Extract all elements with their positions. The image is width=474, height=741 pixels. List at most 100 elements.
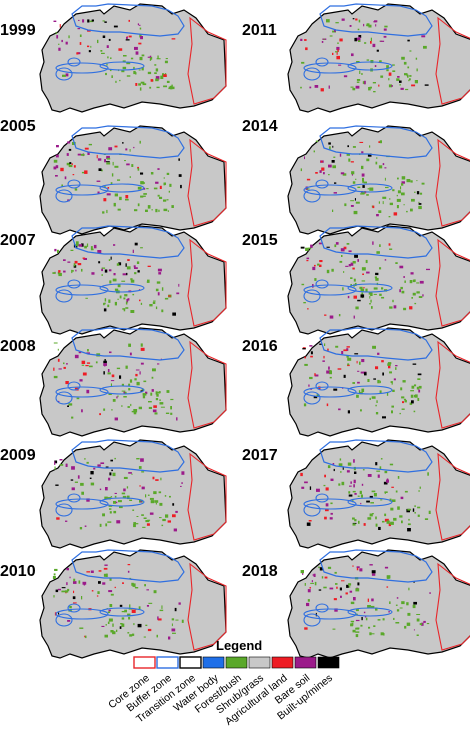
land-cover-patch [397,177,399,180]
land-cover-patch [341,351,344,355]
land-cover-patch [110,256,112,260]
land-cover-patch [143,517,147,519]
land-cover-patch [333,468,335,472]
buffer-zone-outline [67,381,81,391]
land-cover-patch [382,163,385,166]
land-cover-patch [155,398,159,401]
land-cover-patch [149,55,152,57]
land-cover-patch [328,85,330,89]
land-cover-patch [300,38,303,41]
land-cover-patch [146,589,149,591]
land-cover-patch [355,588,360,592]
land-cover-patch [135,83,138,86]
buffer-zone-outline [71,327,185,361]
land-cover-patch [373,287,378,290]
land-cover-patch [111,409,113,411]
land-cover-patch [356,360,358,364]
land-cover-patch [348,250,352,253]
land-cover-patch [56,517,60,520]
land-cover-patch [395,365,398,367]
land-cover-patch [388,78,390,81]
land-cover-patch [380,458,383,460]
buffer-zone-outline [347,497,393,507]
map-panel-2015: 2015 [240,218,470,335]
land-cover-patch [109,69,112,72]
land-cover-patch [119,295,122,299]
land-cover-patch [390,507,394,511]
land-cover-patch [423,620,426,623]
land-cover-patch [331,268,334,272]
land-cover-patch [155,181,159,184]
land-cover-patch [139,371,141,375]
land-cover-patch [369,145,371,148]
legend-swatch [294,656,317,669]
land-cover-patch [90,248,94,251]
land-cover-patch [117,284,121,288]
land-cover-patch [103,198,107,202]
land-cover-patch [81,360,86,364]
land-cover-patch [361,388,365,393]
land-cover-patch [112,472,116,477]
land-cover-patch [427,472,429,476]
land-cover-patch [103,302,105,306]
land-cover-patch [350,161,354,163]
land-cover-patch [360,624,363,627]
map-panel-2007: 2007 [0,218,227,335]
land-cover-patch [113,25,118,28]
land-cover-patch [355,178,357,180]
land-cover-patch [178,283,180,287]
land-cover-patch [133,523,136,528]
land-cover-patch [301,486,305,489]
land-cover-patch [376,214,379,217]
land-cover-patch [175,619,179,621]
land-cover-patch [147,56,151,58]
land-cover-patch [146,605,149,607]
land-cover-patch [390,381,393,383]
land-cover-patch [401,601,405,605]
land-cover-patch [123,55,127,57]
land-cover-patch [334,29,336,32]
land-cover-patch [132,249,134,253]
land-cover-patch [114,145,118,148]
land-cover-patch [101,274,103,276]
land-cover-patch [149,512,154,515]
land-cover-patch [409,280,413,284]
land-cover-patch [327,566,332,569]
land-cover-patch [130,310,135,313]
land-cover-patch [349,25,352,27]
land-cover-patch [383,633,385,636]
land-cover-patch [416,180,418,182]
land-cover-patch [346,584,349,588]
land-cover-patch [359,141,364,143]
land-cover-patch [79,379,83,382]
land-cover-patch [307,599,310,602]
land-cover-patch [342,466,344,470]
land-cover-patch [121,383,124,387]
land-cover-patch [339,38,343,42]
land-cover-patch [303,302,306,304]
land-cover-patch [116,396,118,399]
land-cover-patch [63,366,66,369]
land-cover-patch [350,284,352,286]
land-cover-patch [409,78,411,81]
land-cover-patch [53,166,57,170]
land-cover-patch [404,73,408,76]
land-cover-patch [315,172,318,174]
land-cover-patch [113,244,116,246]
land-cover-patch [307,308,309,310]
buffer-zone-outline [71,549,185,583]
land-cover-patch [129,499,133,501]
land-cover-patch [153,491,157,495]
land-cover-patch [88,143,92,146]
land-cover-patch [371,306,373,309]
land-cover-patch [375,161,378,165]
transition-zone-outline [39,439,227,549]
land-cover-patch [378,201,380,204]
land-cover-patch [306,260,309,262]
land-cover-patch [370,299,372,303]
land-cover-patch [407,39,410,42]
legend-swatch [156,656,179,669]
land-cover-patch [382,520,385,523]
land-cover-patch [371,396,376,399]
land-cover-patch [143,636,146,638]
